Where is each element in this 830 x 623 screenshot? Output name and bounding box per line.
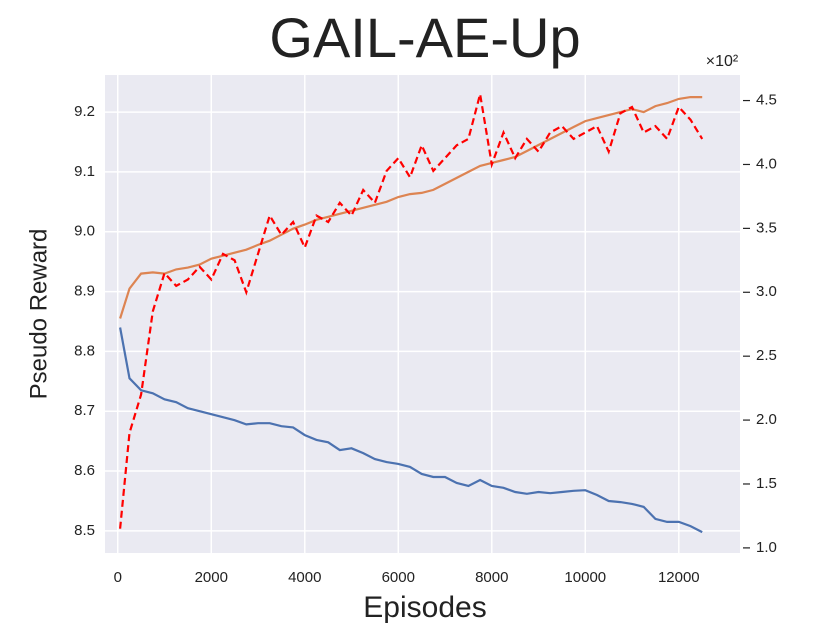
- x-tick-label: 4000: [288, 569, 321, 586]
- y-tick-label: 8.5: [74, 522, 95, 539]
- y2-tick-label: 2.0: [756, 411, 777, 428]
- y2-tick-label: 3.5: [756, 219, 777, 236]
- y-axis-label: Pseudo Reward: [25, 229, 52, 400]
- y-tick-label: 8.9: [74, 283, 95, 300]
- y2-tick-label: 1.5: [756, 475, 777, 492]
- y-tick-label: 9.1: [74, 163, 95, 180]
- y2-multiplier: ×10²: [706, 53, 739, 70]
- y-tick-label: 8.7: [74, 402, 95, 419]
- x-tick-label: 2000: [195, 569, 228, 586]
- y2-tick-label: 1.0: [756, 539, 777, 556]
- y-tick-label: 8.8: [74, 342, 95, 359]
- x-tick-label: 8000: [475, 569, 508, 586]
- y2-tick-label: 4.5: [756, 92, 777, 109]
- x-tick-label: 6000: [382, 569, 415, 586]
- y-tick-label: 8.6: [74, 462, 95, 479]
- x-tick-label: 0: [114, 569, 122, 586]
- y2-tick-label: 4.0: [756, 155, 777, 172]
- y-tick-label: 9.2: [74, 103, 95, 120]
- y2-tick-label: 2.5: [756, 347, 777, 364]
- line-series: [119, 96, 703, 319]
- y2-tick-label: 3.0: [756, 283, 777, 300]
- line-series: [119, 93, 704, 529]
- x-tick-label: 12000: [658, 569, 700, 586]
- x-tick-label: 10000: [564, 569, 606, 586]
- chart-title: GAIL-AE-Up: [269, 6, 580, 69]
- y-tick-label: 9.0: [74, 223, 95, 240]
- plot-area: [105, 75, 740, 553]
- x-axis-label: Episodes: [363, 591, 486, 623]
- line-series: [119, 327, 703, 534]
